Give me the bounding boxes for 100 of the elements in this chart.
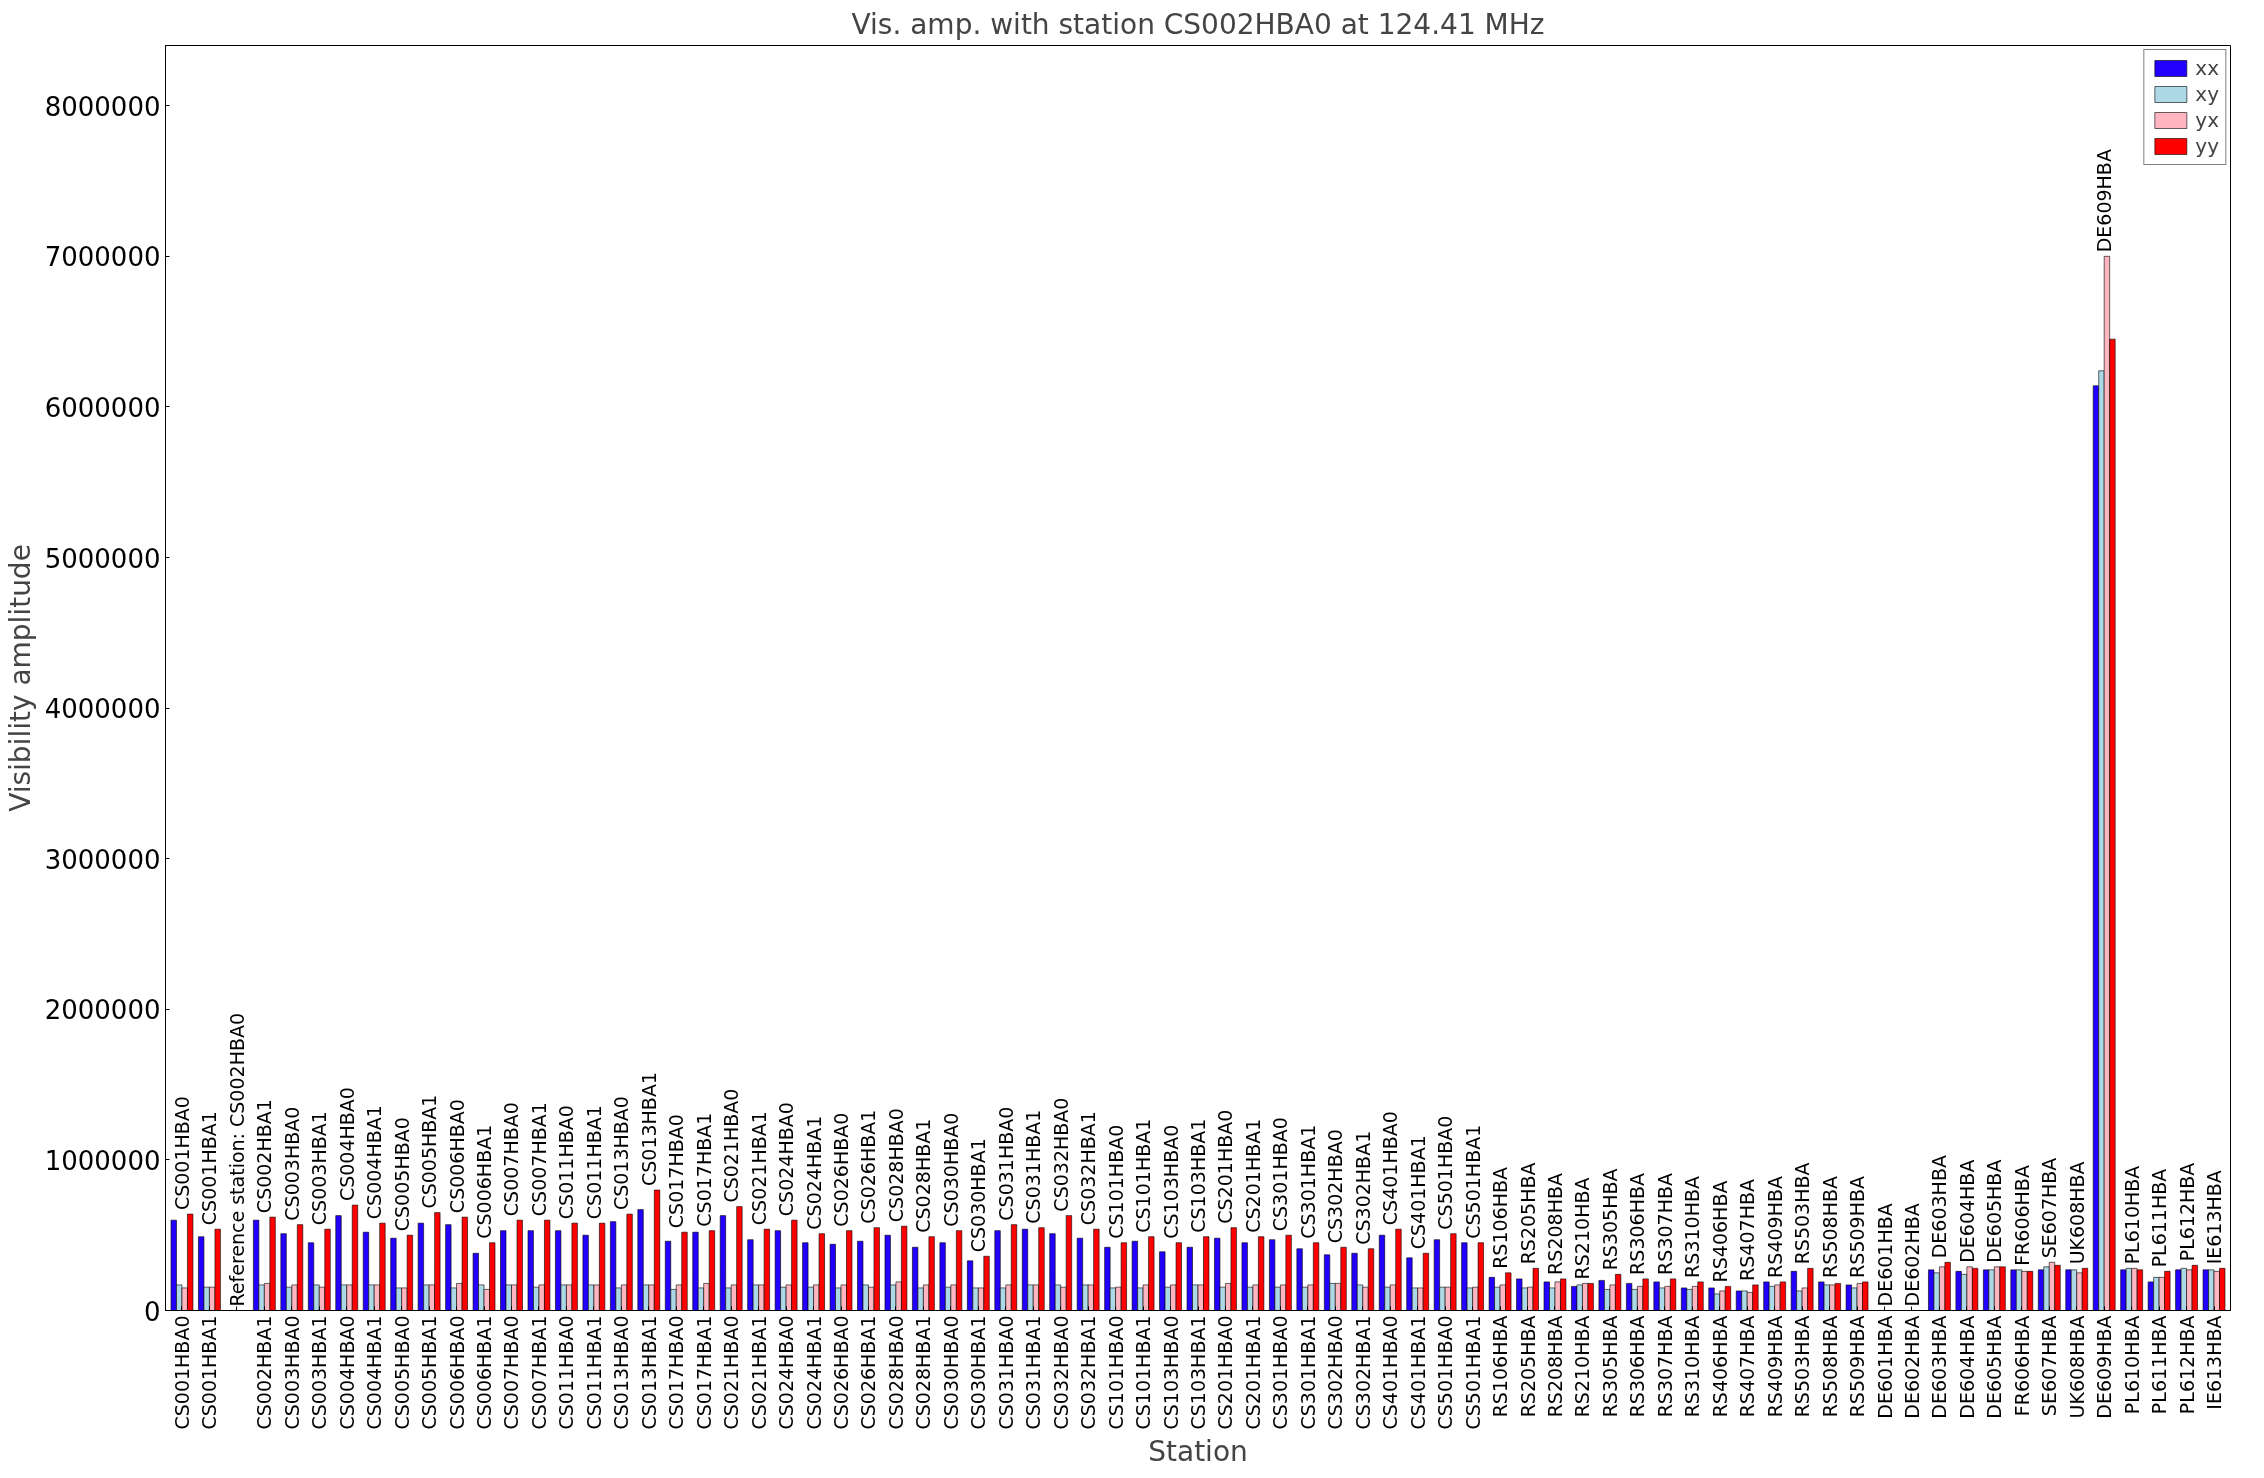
category-label: PL610HBA [2120, 1165, 2143, 1265]
legend-label: yy [2195, 134, 2219, 158]
x-tick-label: RS406HBA [1708, 1315, 1731, 1418]
x-axis-title: Station [1148, 1434, 1248, 1468]
x-tick-label: UK608HBA [2065, 1315, 2088, 1419]
y-tick-label: 6000000 [44, 392, 161, 423]
x-tick-label: RS205HBA [1516, 1315, 1539, 1418]
x-tick-label: CS013HBA1 [637, 1315, 660, 1430]
x-tick-label: CS021HBA1 [747, 1315, 770, 1430]
x-tick-label: DE603HBA [1928, 1315, 1951, 1419]
x-tick-label: CS002HBA1 [253, 1315, 276, 1430]
x-tick-label: CS101HBA0 [1104, 1315, 1127, 1430]
x-tick-label: CS013HBA0 [610, 1315, 633, 1430]
category-label: CS101HBA0 [1104, 1124, 1127, 1239]
category-label: CS003HBA0 [280, 1106, 303, 1221]
category-label: CS302HBA1 [1351, 1130, 1374, 1245]
category-label: RS205HBA [1516, 1162, 1539, 1265]
category-label: CS401HBA1 [1406, 1135, 1429, 1250]
category-label: DE602HBA [1900, 1203, 1923, 1307]
x-tick-label: CS004HBA0 [335, 1315, 358, 1430]
x-tick-label: RS508HBA [1818, 1315, 1841, 1418]
category-label: RS406HBA [1708, 1180, 1731, 1283]
x-tick-label: RS307HBA [1653, 1315, 1676, 1418]
x-tick-label: RS305HBA [1598, 1315, 1621, 1418]
category-label: CS201HBA0 [1214, 1109, 1237, 1224]
x-tick-label: CS007HBA1 [527, 1315, 550, 1430]
x-tick-label: CS005HBA1 [418, 1315, 441, 1430]
x-tick-label: CS006HBA0 [445, 1315, 468, 1430]
category-label: CS501HBA1 [1461, 1124, 1484, 1239]
x-tick-label: CS024HBA1 [802, 1315, 825, 1430]
category-label: CS028HBA0 [884, 1108, 907, 1223]
category-label: CS007HBA0 [500, 1102, 523, 1217]
x-tick-label: CS103HBA1 [1187, 1315, 1209, 1430]
x-tick-label: RS407HBA [1736, 1315, 1759, 1418]
x-tick-label: RS306HBA [1626, 1315, 1649, 1418]
category-label: CS021HBA1 [747, 1111, 770, 1226]
x-tick-label: RS208HBA [1543, 1315, 1566, 1418]
category-label: CS031HBA1 [1022, 1109, 1045, 1224]
x-tick-label: CS026HBA0 [830, 1315, 853, 1430]
x-tick-label: CS017HBA0 [665, 1315, 688, 1430]
category-label: DE603HBA [1928, 1155, 1951, 1259]
x-tick-label: CS024HBA0 [775, 1315, 798, 1430]
category-label: IE613HBA [2203, 1170, 2226, 1265]
x-tick-label: CS401HBA1 [1406, 1315, 1429, 1430]
x-tick-label: CS030HBA1 [967, 1315, 990, 1430]
x-tick-label: DE605HBA [1983, 1315, 2006, 1419]
category-label: RS310HBA [1681, 1176, 1704, 1278]
category-label: CS301HBA1 [1296, 1124, 1319, 1239]
category-label: CS004HBA0 [335, 1087, 358, 1202]
category-label: RS508HBA [1818, 1176, 1841, 1278]
x-tick-label: CS501HBA0 [1434, 1315, 1457, 1430]
x-tick-label: CS001HBA1 [198, 1315, 221, 1430]
category-label: DE601HBA [1873, 1203, 1896, 1307]
x-tick-label: PL612HBA [2175, 1315, 2198, 1415]
x-tick-label: CS021HBA0 [720, 1315, 743, 1430]
x-tick-label: CS301HBA1 [1296, 1315, 1319, 1430]
y-tick-label: 3000000 [44, 844, 161, 875]
x-tick-label: DE601HBA [1873, 1315, 1896, 1419]
category-label: DE605HBA [1983, 1159, 2006, 1263]
x-tick-label: CS011HBA1 [582, 1315, 605, 1430]
category-label: RS509HBA [1846, 1176, 1869, 1278]
category-label: CS004HBA1 [363, 1105, 386, 1220]
category-label: RS409HBA [1763, 1176, 1786, 1278]
x-tick-label: IE613HBA [2203, 1315, 2226, 1410]
x-tick-label: CS103HBA0 [1159, 1315, 1182, 1430]
y-tick-label: 1000000 [44, 1145, 161, 1176]
x-tick-label: CS101HBA1 [1132, 1315, 1155, 1430]
category-label: CS021HBA0 [720, 1088, 743, 1203]
category-label: DE609HBA [2093, 149, 2116, 253]
category-label: UK608HBA [2065, 1161, 2088, 1265]
y-tick-label: 0 [143, 1296, 161, 1327]
x-tick-label: FR606HBA [2010, 1315, 2033, 1417]
y-tick-label: 8000000 [44, 91, 161, 122]
y-tick-label: 7000000 [44, 242, 161, 273]
annotation: Reference station: CS002HBA0 [225, 1012, 248, 1307]
x-tick-label: CS017HBA1 [692, 1315, 715, 1430]
category-label: RS307HBA [1653, 1173, 1676, 1275]
category-label: SE607HBA [2038, 1157, 2061, 1259]
category-label: CS017HBA1 [692, 1112, 715, 1227]
category-label: CS302HBA0 [1324, 1129, 1347, 1244]
category-label: CS030HBA1 [967, 1138, 990, 1253]
category-label: CS301HBA0 [1269, 1117, 1292, 1232]
x-tick-label: RS106HBA [1489, 1315, 1512, 1418]
category-label: CS031HBA0 [994, 1106, 1017, 1221]
x-tick-label: CS030HBA0 [939, 1315, 962, 1430]
x-tick-label: CS003HBA0 [280, 1315, 303, 1430]
category-label: CS002HBA1 [253, 1099, 276, 1214]
category-label: CS024HBA0 [775, 1102, 798, 1217]
category-label: CS001HBA1 [198, 1111, 221, 1226]
category-label: CS028HBA1 [912, 1118, 935, 1233]
x-tick-label: RS409HBA [1763, 1315, 1786, 1418]
x-tick-label: CS026HBA1 [857, 1315, 880, 1430]
x-tick-label: CS011HBA0 [555, 1315, 578, 1430]
x-tick-label: RS503HBA [1791, 1315, 1814, 1418]
category-label: CS006HBA0 [445, 1099, 468, 1214]
x-tick-label: CS301HBA0 [1269, 1315, 1292, 1430]
category-label: CS013HBA0 [610, 1096, 633, 1211]
category-label: CS005HBA1 [418, 1094, 441, 1209]
x-tick-label: CS031HBA1 [1022, 1315, 1045, 1430]
category-label: RS208HBA [1543, 1173, 1566, 1275]
